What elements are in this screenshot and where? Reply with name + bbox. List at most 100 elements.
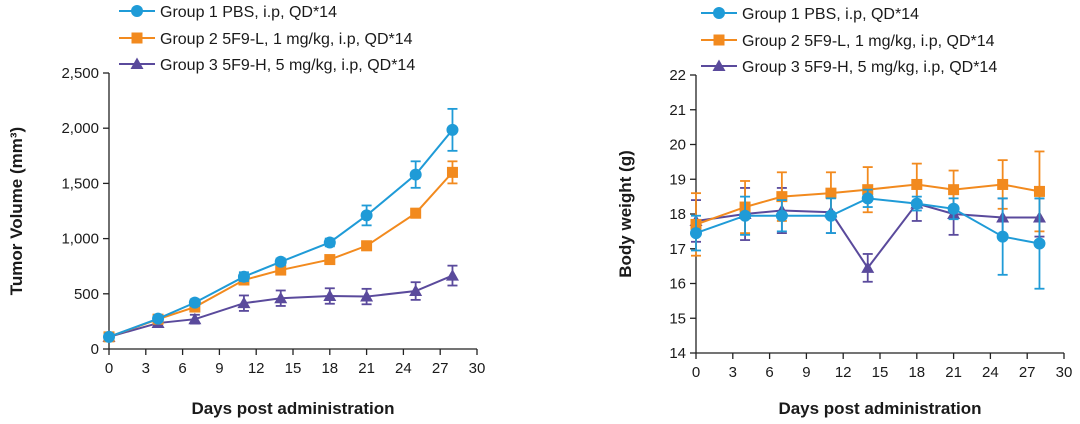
legend-item: Group 1 PBS, i.p, QD*14 (119, 4, 337, 21)
data-point (237, 270, 250, 283)
legend-marker (712, 59, 726, 71)
series-line (108, 171, 454, 338)
data-point (446, 166, 458, 178)
data-point (861, 192, 874, 205)
weight-y-tick-label: 20 (669, 137, 686, 154)
tumor-y-tick-label: 1,000 (61, 231, 99, 248)
legend-label: Group 2 5F9-L, 1 mg/kg, i.p, QD*14 (742, 33, 995, 50)
tumor-x-tick-label: 24 (395, 360, 412, 377)
weight-x-tick-label: 27 (1019, 364, 1036, 381)
tumor-x-tick-label: 9 (215, 360, 223, 377)
tumor-x-tick-label: 0 (105, 360, 113, 377)
data-point (739, 209, 752, 222)
data-point (910, 197, 923, 210)
legend-label: Group 3 5F9-H, 5 mg/kg, i.p, QD*14 (742, 59, 997, 76)
weight-y-tick-label: 15 (669, 310, 686, 327)
weight-y-tick-label: 17 (669, 241, 686, 258)
data-point (323, 236, 336, 249)
legend-label: Group 3 5F9-H, 5 mg/kg, i.p, QD*14 (160, 57, 415, 74)
legend-item: Group 2 5F9-L, 1 mg/kg, i.p, QD*14 (701, 33, 995, 50)
tumor-y-tick-label: 2,000 (61, 120, 99, 137)
weight-x-axis-label: Days post administration (778, 399, 981, 418)
weight-y-tick-label: 19 (669, 171, 686, 188)
legend-label: Group 1 PBS, i.p, QD*14 (742, 6, 919, 23)
data-point (445, 269, 459, 281)
tumor-series-1 (103, 107, 459, 343)
tumor-x-tick-label: 15 (285, 360, 302, 377)
legend-item: Group 2 5F9-L, 1 mg/kg, i.p, QD*14 (119, 31, 413, 48)
data-point (188, 312, 202, 325)
tumor-x-tick-label: 6 (178, 360, 186, 377)
tumor-x-tick-label: 21 (358, 360, 375, 377)
data-point (361, 240, 373, 252)
data-point (1033, 185, 1045, 197)
weight-x-tick-label: 15 (872, 364, 889, 381)
weight-x-tick-label: 30 (1056, 364, 1073, 381)
data-point (824, 209, 837, 222)
data-point (776, 191, 788, 203)
legend-marker (713, 7, 725, 19)
weight-y-tick-label: 14 (669, 345, 686, 362)
tumor-x-tick-label: 18 (321, 360, 338, 377)
data-point (997, 178, 1009, 190)
weight-x-tick-label: 12 (835, 364, 852, 381)
data-point (947, 202, 960, 215)
tumor-x-axis-label: Days post administration (191, 399, 394, 418)
tumor-x-tick-label: 27 (432, 360, 449, 377)
weight-y-tick-label: 21 (669, 102, 686, 119)
legend-marker (130, 57, 144, 69)
weight-y-tick-label: 22 (669, 67, 686, 84)
data-point (1033, 237, 1046, 250)
tumor-y-axis-label: Tumor Volume (mm³) (7, 127, 26, 295)
weight-x-tick-label: 21 (945, 364, 962, 381)
tumor-x-tick-label: 30 (469, 360, 486, 377)
legend-item: Group 3 5F9-H, 5 mg/kg, i.p, QD*14 (119, 57, 415, 74)
legend-marker (131, 5, 143, 17)
tumor-y-tick-label: 0 (91, 341, 99, 358)
data-point (948, 184, 960, 196)
legend-item: Group 3 5F9-H, 5 mg/kg, i.p, QD*14 (701, 59, 997, 76)
legend-label: Group 2 5F9-L, 1 mg/kg, i.p, QD*14 (160, 31, 413, 48)
data-point (996, 230, 1009, 243)
weight-y-tick-label: 18 (669, 206, 686, 223)
data-point (446, 123, 459, 136)
data-point (825, 187, 837, 199)
legend-marker (713, 34, 725, 46)
data-point (188, 296, 201, 309)
tumor-y-tick-label: 2,500 (61, 65, 99, 82)
legend-item: Group 1 PBS, i.p, QD*14 (701, 6, 919, 23)
legend-marker (131, 32, 143, 44)
weight-x-tick-label: 18 (908, 364, 925, 381)
data-point (409, 168, 422, 181)
data-point (274, 291, 288, 304)
data-point (410, 207, 422, 219)
data-point (275, 264, 287, 276)
tumor-x-tick-label: 3 (142, 360, 150, 377)
data-point (103, 330, 115, 343)
weight-y-axis-label: Body weight (g) (616, 150, 635, 277)
data-point (690, 227, 702, 240)
data-point (911, 178, 923, 190)
weight-legend: Group 1 PBS, i.p, QD*14 Group 2 5F9-L, 1 … (701, 6, 997, 76)
data-point (324, 254, 336, 266)
weight-x-tick-label: 24 (982, 364, 999, 381)
data-point (775, 209, 788, 222)
data-point (360, 209, 373, 222)
tumor-y-tick-label: 1,500 (61, 175, 99, 192)
tumor-series-3 (102, 264, 459, 342)
weight-x-tick-label: 6 (765, 364, 773, 381)
data-point (274, 255, 287, 268)
weight-x-tick-label: 0 (692, 364, 700, 381)
weight-x-tick-label: 3 (729, 364, 737, 381)
data-point (152, 312, 165, 325)
weight-y-tick-label: 16 (669, 276, 686, 293)
data-point (323, 289, 337, 302)
tumor-x-tick-label: 12 (248, 360, 265, 377)
tumor-legend: Group 1 PBS, i.p, QD*14 Group 2 5F9-L, 1 … (119, 4, 415, 74)
tumor-y-tick-label: 500 (74, 286, 99, 303)
legend-label: Group 1 PBS, i.p, QD*14 (160, 4, 337, 21)
weight-chart: 14 15 16 17 18 19 20 21 22 0 3 6 9 12 15 18 21 24 27 30 Days… (616, 6, 1072, 418)
weight-x-tick-label: 9 (802, 364, 810, 381)
data-point (861, 261, 875, 273)
